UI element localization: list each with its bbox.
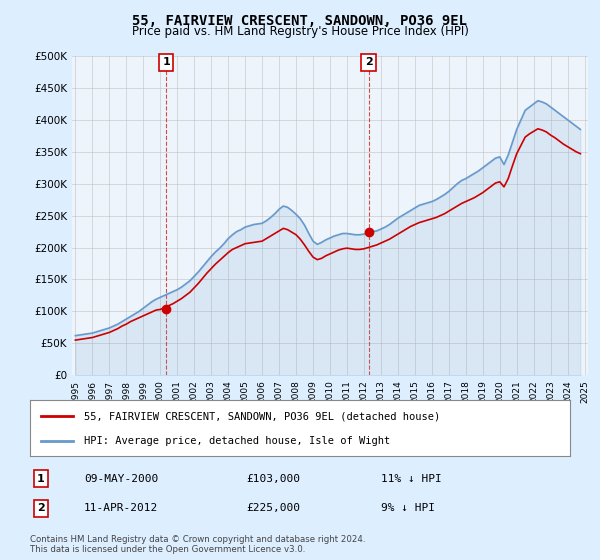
Text: 9% ↓ HPI: 9% ↓ HPI bbox=[381, 503, 435, 513]
Text: HPI: Average price, detached house, Isle of Wight: HPI: Average price, detached house, Isle… bbox=[84, 436, 390, 446]
Text: Price paid vs. HM Land Registry's House Price Index (HPI): Price paid vs. HM Land Registry's House … bbox=[131, 25, 469, 38]
Text: 55, FAIRVIEW CRESCENT, SANDOWN, PO36 9EL: 55, FAIRVIEW CRESCENT, SANDOWN, PO36 9EL bbox=[133, 14, 467, 28]
Text: £103,000: £103,000 bbox=[246, 474, 300, 484]
Text: £225,000: £225,000 bbox=[246, 503, 300, 513]
Text: 1: 1 bbox=[163, 57, 170, 67]
Text: Contains HM Land Registry data © Crown copyright and database right 2024.
This d: Contains HM Land Registry data © Crown c… bbox=[30, 535, 365, 554]
Text: 1: 1 bbox=[37, 474, 44, 484]
Text: 2: 2 bbox=[37, 503, 44, 513]
Text: 11-APR-2012: 11-APR-2012 bbox=[84, 503, 158, 513]
Text: 55, FAIRVIEW CRESCENT, SANDOWN, PO36 9EL (detached house): 55, FAIRVIEW CRESCENT, SANDOWN, PO36 9EL… bbox=[84, 411, 440, 421]
Text: 2: 2 bbox=[365, 57, 373, 67]
Text: 11% ↓ HPI: 11% ↓ HPI bbox=[381, 474, 442, 484]
Text: 09-MAY-2000: 09-MAY-2000 bbox=[84, 474, 158, 484]
